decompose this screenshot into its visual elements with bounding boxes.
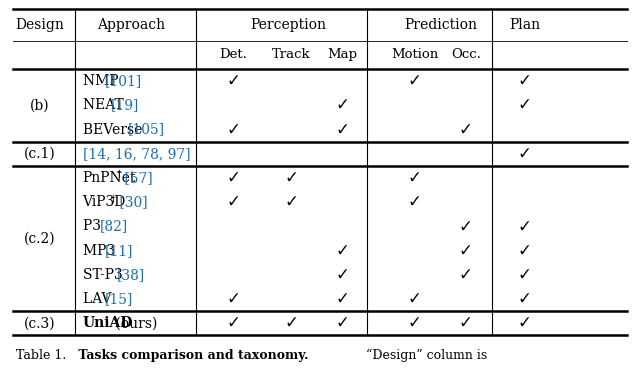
- Text: Motion: Motion: [391, 48, 438, 61]
- Text: (c.3): (c.3): [24, 316, 56, 330]
- Text: [15]: [15]: [105, 292, 134, 306]
- Text: PnPNet: PnPNet: [83, 171, 136, 185]
- Text: (c.2): (c.2): [24, 232, 56, 246]
- Text: ✓: ✓: [459, 266, 473, 284]
- Text: Plan: Plan: [509, 18, 540, 32]
- Text: [82]: [82]: [99, 219, 128, 233]
- Text: Track: Track: [272, 48, 310, 61]
- Text: [57]: [57]: [120, 171, 153, 185]
- Text: ✓: ✓: [284, 314, 298, 332]
- Text: ✓: ✓: [518, 242, 532, 260]
- Text: ✓: ✓: [227, 169, 241, 187]
- Text: ✓: ✓: [227, 121, 241, 139]
- Text: NEAT: NEAT: [83, 98, 128, 112]
- Text: †: †: [111, 195, 116, 204]
- Text: Approach: Approach: [97, 18, 165, 32]
- Text: ✓: ✓: [459, 314, 473, 332]
- Text: ✓: ✓: [408, 169, 422, 187]
- Text: Table 1.: Table 1.: [16, 349, 67, 362]
- Text: BEVerse: BEVerse: [83, 122, 147, 136]
- Text: LAV: LAV: [83, 292, 115, 306]
- Text: ✓: ✓: [408, 314, 422, 332]
- Text: ✓: ✓: [518, 96, 532, 114]
- Text: (c.1): (c.1): [24, 147, 56, 161]
- Text: ✓: ✓: [518, 218, 532, 235]
- Text: [11]: [11]: [105, 244, 134, 258]
- Text: Det.: Det.: [220, 48, 248, 61]
- Text: ✓: ✓: [518, 266, 532, 284]
- Text: ✓: ✓: [335, 96, 349, 114]
- Text: ✓: ✓: [518, 72, 532, 90]
- Text: ✓: ✓: [459, 242, 473, 260]
- Text: ✓: ✓: [227, 72, 241, 90]
- Text: UniAD: UniAD: [83, 316, 133, 330]
- Text: ✓: ✓: [459, 218, 473, 235]
- Text: ✓: ✓: [518, 145, 532, 163]
- Text: ✓: ✓: [227, 290, 241, 308]
- Text: ✓: ✓: [284, 193, 298, 211]
- Text: ✓: ✓: [335, 121, 349, 139]
- Text: †: †: [116, 171, 122, 179]
- Text: (ours): (ours): [111, 316, 157, 330]
- Text: ✓: ✓: [335, 290, 349, 308]
- Text: “Design” column is: “Design” column is: [362, 349, 487, 362]
- Text: ✓: ✓: [227, 193, 241, 211]
- Text: MP3: MP3: [83, 244, 119, 258]
- Text: Perception: Perception: [250, 18, 326, 32]
- Text: ✓: ✓: [518, 314, 532, 332]
- Text: ✓: ✓: [408, 290, 422, 308]
- Text: Map: Map: [328, 48, 357, 61]
- Text: ✓: ✓: [335, 242, 349, 260]
- Text: Design: Design: [15, 18, 64, 32]
- Text: ViP3D: ViP3D: [83, 195, 126, 209]
- Text: ✓: ✓: [408, 72, 422, 90]
- Text: P3: P3: [83, 219, 105, 233]
- Text: [105]: [105]: [127, 122, 164, 136]
- Text: (b): (b): [30, 98, 49, 112]
- Text: ✓: ✓: [459, 121, 473, 139]
- Text: ✓: ✓: [335, 314, 349, 332]
- Text: Tasks comparison and taxonomy.: Tasks comparison and taxonomy.: [74, 349, 308, 362]
- Text: NMP: NMP: [83, 74, 122, 88]
- Text: ST-P3: ST-P3: [83, 268, 127, 282]
- Text: Occ.: Occ.: [451, 48, 481, 61]
- Text: [38]: [38]: [116, 268, 145, 282]
- Text: [14, 16, 78, 97]: [14, 16, 78, 97]: [83, 147, 190, 161]
- Text: ✓: ✓: [408, 193, 422, 211]
- Text: Prediction: Prediction: [404, 18, 477, 32]
- Text: [30]: [30]: [115, 195, 147, 209]
- Text: ✓: ✓: [335, 266, 349, 284]
- Text: ✓: ✓: [284, 169, 298, 187]
- Text: ✓: ✓: [518, 290, 532, 308]
- Text: ✓: ✓: [227, 314, 241, 332]
- Text: [101]: [101]: [105, 74, 142, 88]
- Text: [19]: [19]: [111, 98, 139, 112]
